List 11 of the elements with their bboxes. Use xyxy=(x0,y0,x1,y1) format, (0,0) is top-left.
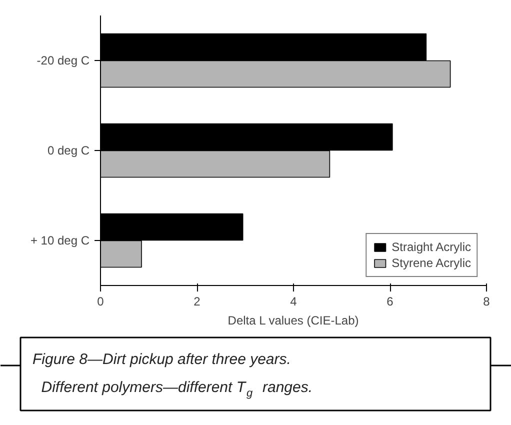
x-tick-label: 6 xyxy=(386,294,394,308)
legend-label: Styrene Acrylic xyxy=(392,256,471,270)
y-tick-label: 0 deg C xyxy=(47,144,90,158)
x-tick-label: 8 xyxy=(483,294,490,308)
x-tick-label: 0 xyxy=(97,294,104,308)
y-tick-label: -20 deg C xyxy=(36,54,90,68)
x-tick-label: 4 xyxy=(290,294,298,308)
legend-label: Straight Acrylic xyxy=(392,240,471,254)
x-axis-title: Delta L values (CIE-Lab) xyxy=(228,314,359,328)
x-tick-label: 2 xyxy=(194,294,201,308)
y-tick-label: + 10 deg C xyxy=(30,234,90,248)
